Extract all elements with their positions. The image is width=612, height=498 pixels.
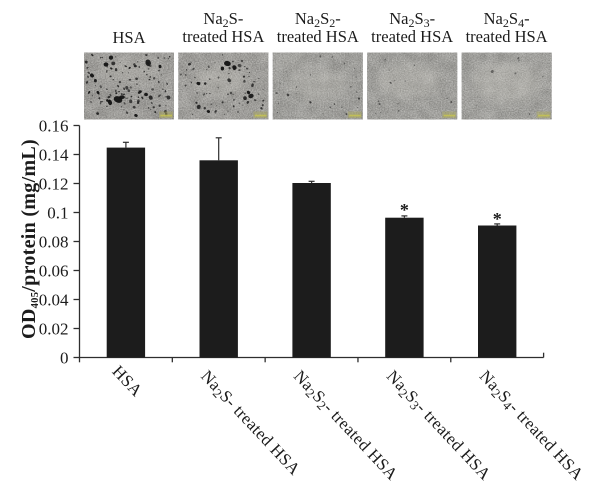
svg-text:*: * — [493, 209, 502, 229]
svg-text:HSA: HSA — [108, 362, 146, 401]
svg-text:0.04: 0.04 — [39, 290, 69, 309]
svg-text:0.16: 0.16 — [39, 116, 69, 135]
svg-text:Na2S2- treated HSA: Na2S2- treated HSA — [289, 367, 402, 486]
svg-text:Na2S- treated HSA: Na2S- treated HSA — [196, 367, 304, 481]
svg-text:OD405/protein (mg/mL): OD405/protein (mg/mL) — [18, 139, 41, 339]
svg-text:0.12: 0.12 — [39, 174, 69, 193]
svg-text:0.02: 0.02 — [39, 319, 69, 338]
svg-text:0.06: 0.06 — [39, 261, 69, 280]
svg-text:0: 0 — [60, 348, 69, 367]
svg-text:0.1: 0.1 — [47, 203, 68, 222]
svg-text:*: * — [400, 200, 409, 220]
svg-text:0.08: 0.08 — [39, 232, 69, 251]
svg-text:0.14: 0.14 — [39, 145, 69, 164]
